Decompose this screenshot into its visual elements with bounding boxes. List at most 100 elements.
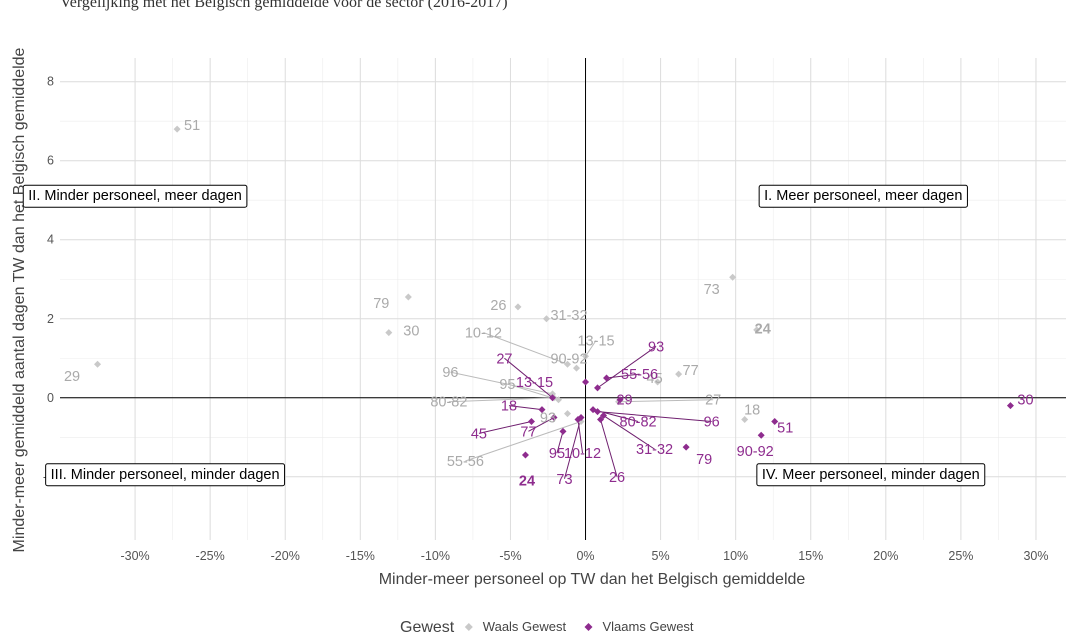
data-point — [603, 374, 611, 382]
data-point — [173, 125, 181, 133]
quadrant-label-box — [22, 184, 248, 208]
legend: Gewest Waals Gewest Vlaams Gewest — [400, 619, 694, 636]
leader-line — [597, 346, 657, 389]
y-axis-title: Minder-meer gemiddeld aantal dagen TW da… — [11, 47, 28, 552]
data-point — [729, 273, 737, 281]
x-tick-label: -5% — [499, 549, 521, 563]
leader-line — [448, 397, 555, 403]
leader-line — [483, 332, 568, 365]
point-label: 93 — [648, 339, 664, 355]
data-point — [564, 360, 572, 368]
point-label: 30 — [1017, 393, 1033, 409]
legend-label: Waals Gewest — [483, 619, 567, 634]
quadrant-label-box — [756, 463, 986, 487]
point-label: 24 — [755, 322, 771, 338]
data-point — [582, 352, 590, 360]
point-label: 31-32 — [636, 442, 673, 458]
point-label: 79 — [373, 296, 389, 312]
point-label: 96 — [442, 365, 458, 381]
data-point — [1006, 402, 1014, 410]
x-tick-label: -10% — [421, 549, 450, 563]
data-point — [675, 370, 683, 378]
point-label: 45 — [647, 371, 663, 387]
point-label: 51 — [184, 118, 200, 134]
x-tick-label: 15% — [798, 549, 823, 563]
leader-line — [606, 373, 640, 379]
data-point — [94, 360, 102, 368]
data-point — [582, 378, 590, 386]
point-label: 29 — [616, 393, 632, 409]
quadrant-labels: II. Minder personeel, meer dagen I. Meer … — [22, 184, 986, 487]
leader-line — [603, 415, 655, 450]
point-label: 27 — [496, 351, 512, 367]
point-label: 13-15 — [516, 375, 553, 391]
leader-line — [450, 371, 553, 395]
point-label: 18 — [501, 399, 517, 415]
data-point — [757, 431, 765, 439]
point-label: 45 — [471, 426, 487, 442]
data-point — [527, 417, 535, 425]
data-point — [654, 378, 662, 386]
data-point — [682, 443, 690, 451]
quadrant-label-box — [45, 463, 286, 487]
point-label: 31-32 — [550, 308, 587, 324]
legend-title: Gewest — [400, 619, 455, 636]
point-label: 95 — [499, 377, 515, 393]
data-point — [616, 396, 624, 404]
point-label: 55-56 — [621, 367, 658, 383]
legend-marker — [464, 623, 473, 631]
leader-line — [508, 405, 543, 411]
quadrant-label-text: IV. Meer personeel, minder dagen — [762, 467, 980, 483]
data-point — [385, 329, 393, 337]
data-point — [542, 315, 550, 323]
x-tick-label: -20% — [271, 549, 300, 563]
leader-line — [465, 421, 582, 462]
quadrant-label: III. Minder personeel, minder dagen — [45, 463, 286, 487]
y-tick-label: 2 — [47, 312, 54, 326]
data-point — [550, 414, 558, 422]
quadrant-label: I. Meer personeel, meer dagen — [758, 184, 968, 208]
leader-line — [597, 411, 712, 422]
point-label: 10-12 — [564, 446, 601, 462]
data-point — [741, 416, 749, 423]
data-point — [521, 451, 529, 459]
x-tick-label: -30% — [120, 549, 149, 563]
data-point — [594, 408, 602, 416]
legend-marker — [584, 623, 593, 631]
x-tick-label: 30% — [1023, 549, 1048, 563]
x-axis-title: Minder-meer personeel op TW dan het Belg… — [379, 571, 806, 588]
quadrant-label-box — [758, 184, 968, 208]
leader-line — [564, 417, 582, 479]
data-point — [538, 406, 546, 414]
point-label: 80-82 — [430, 395, 467, 411]
point-label: 73 — [556, 472, 572, 488]
point-label: 30 — [403, 324, 419, 340]
point-label: 93 — [540, 411, 556, 427]
point-label: 90-92 — [737, 444, 774, 460]
data-point — [573, 364, 581, 372]
x-tick-label: -25% — [196, 549, 225, 563]
y-tick-label: 8 — [47, 75, 54, 89]
x-tick-label: -15% — [346, 549, 375, 563]
leader-line — [528, 417, 555, 432]
data-point — [753, 326, 761, 334]
point-labels: 51 79 30 29 26 31-32 10-12 90-92 13-15 96 95 80-82 9… — [64, 118, 1034, 490]
point-label: 13-15 — [577, 333, 614, 349]
y-tick-label: 4 — [47, 233, 54, 247]
data-point — [559, 427, 567, 435]
leader-line — [504, 357, 553, 399]
point-label: 96 — [704, 414, 720, 430]
point-label: 80-82 — [620, 414, 657, 430]
data-point — [564, 410, 572, 418]
point-label: 79 — [696, 452, 712, 468]
leader-line — [618, 399, 714, 403]
legend-label: Vlaams Gewest — [603, 619, 694, 634]
data-points — [94, 125, 1014, 459]
point-label: 51 — [777, 420, 793, 436]
point-label: 26 — [609, 470, 625, 486]
x-tick-label: 10% — [723, 549, 748, 563]
point-label: 26 — [490, 298, 506, 314]
y-tick-label: 6 — [47, 154, 54, 168]
x-tick-label: 25% — [948, 549, 973, 563]
